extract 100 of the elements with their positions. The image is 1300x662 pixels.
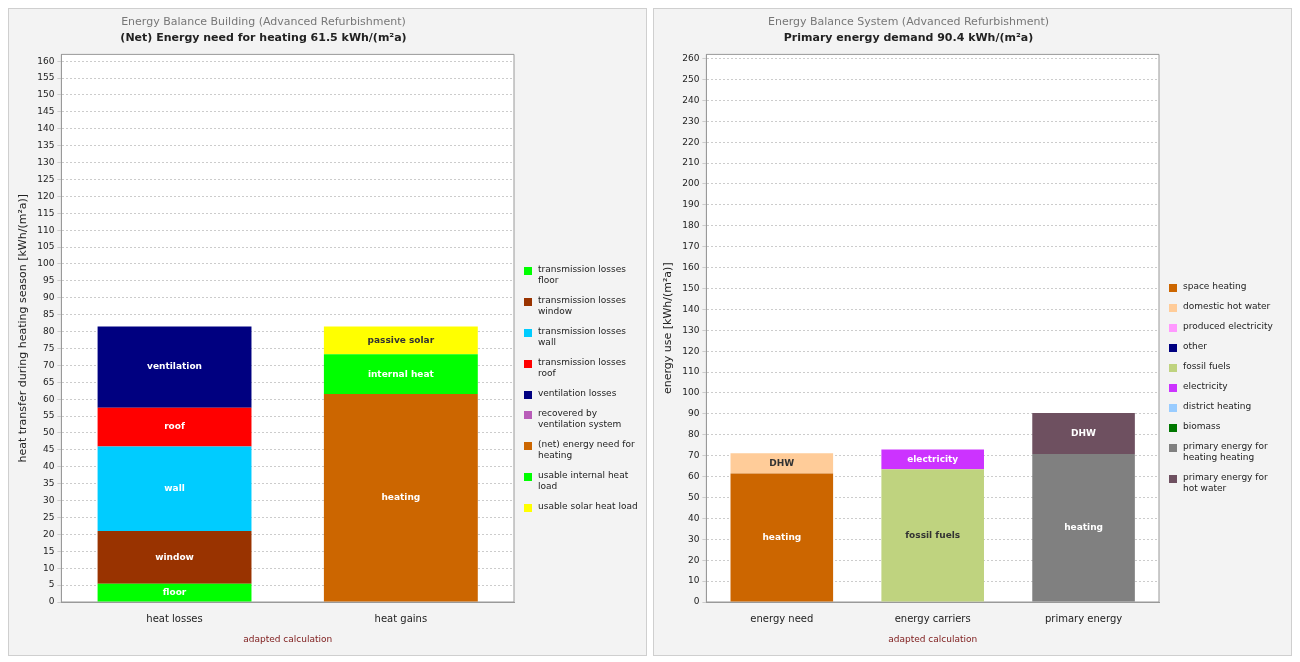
- y-tick-label: 90: [687, 408, 700, 419]
- y-tick-label: 130: [682, 324, 700, 335]
- legend-label: produced electricity: [1183, 321, 1273, 332]
- y-tick-label: 35: [42, 478, 55, 489]
- y-tick-label: 65: [42, 376, 55, 387]
- y-tick-label: 0: [693, 596, 700, 607]
- y-tick-label: 180: [682, 220, 700, 231]
- y-tick-label: 80: [42, 325, 55, 336]
- legend-label: transmission losses floor: [538, 263, 627, 286]
- y-tick-label: 135: [37, 140, 55, 151]
- legend-label: transmission losses window: [538, 294, 627, 317]
- legend-label: primary energy for hot water: [1183, 472, 1269, 494]
- y-tick-label: 120: [682, 345, 700, 356]
- y-tick-label: 105: [37, 241, 55, 252]
- y-tick-label: 200: [682, 178, 700, 189]
- data-label: floor: [162, 586, 187, 597]
- data-label: wall: [164, 483, 185, 494]
- legend-label: electricity: [1183, 381, 1228, 392]
- chart-title: Energy Balance Building (Advanced Refurbishment): [121, 15, 406, 29]
- y-tick-label: 60: [42, 393, 55, 404]
- y-tick-label: 40: [42, 461, 55, 472]
- y-tick-label: 70: [42, 359, 55, 370]
- data-label: ventilation: [147, 361, 202, 372]
- y-tick-label: 250: [682, 73, 700, 84]
- y-tick-label: 120: [37, 190, 55, 201]
- chart-subtitle: (Net) Energy need for heating 61.5 kWh/(m²a): [120, 30, 407, 44]
- y-tick-label: 260: [682, 52, 700, 63]
- legend-label: (net) energy need for heating: [538, 438, 636, 461]
- data-label: heating: [381, 492, 421, 503]
- legend-label: district heating: [1183, 401, 1252, 412]
- y-tick-label: 45: [42, 444, 55, 455]
- y-tick-label: 145: [37, 106, 55, 117]
- y-tick-label: 100: [37, 258, 55, 269]
- y-tick-label: 55: [42, 410, 55, 421]
- y-tick-label: 240: [682, 94, 700, 105]
- data-label: DHW: [1071, 427, 1097, 438]
- legend-label: usable solar heat load: [538, 500, 638, 512]
- data-label: roof: [164, 421, 185, 432]
- y-tick-label: 110: [37, 224, 55, 235]
- y-tick-label: 75: [42, 342, 55, 353]
- legend-label: other: [1183, 341, 1207, 352]
- y-tick-label: 110: [682, 366, 700, 377]
- chart-subtitle: Primary energy demand 90.4 kWh/(m²a): [783, 30, 1034, 44]
- data-label: internal heat: [367, 368, 435, 379]
- y-tick-label: 10: [687, 575, 700, 586]
- legend-label: primary energy for heating heating: [1183, 441, 1269, 463]
- y-axis-title: heat transfer during heating season [kWh/(m²a)]: [16, 193, 30, 463]
- y-tick-label: 80: [687, 429, 700, 440]
- data-label: DHW: [769, 457, 795, 468]
- y-tick-label: 90: [42, 292, 55, 303]
- y-tick-label: 170: [682, 241, 700, 252]
- y-tick-label: 140: [37, 123, 55, 134]
- y-tick-label: 220: [682, 136, 700, 147]
- y-tick-label: 60: [687, 470, 700, 481]
- y-tick-label: 10: [42, 562, 55, 573]
- x-tick-label: heat losses: [146, 612, 203, 624]
- y-tick-label: 95: [42, 275, 55, 286]
- y-tick-label: 160: [682, 261, 700, 272]
- chart-title: Energy Balance System (Advanced Refurbishment): [767, 15, 1050, 29]
- legend-label: ventilation losses: [538, 387, 617, 399]
- text: adapted calculation: [888, 634, 978, 645]
- legend-label: space heating: [1183, 281, 1247, 292]
- legend-label: fossil fuels: [1183, 361, 1231, 372]
- legend-label: transmission losses roof: [538, 356, 627, 379]
- legend-label: usable internal heat load: [538, 469, 630, 492]
- y-tick-label: 15: [42, 545, 55, 556]
- x-tick-label: heat gains: [374, 612, 428, 624]
- y-tick-label: 70: [687, 450, 700, 461]
- y-tick-label: 130: [37, 156, 55, 167]
- y-tick-label: 30: [42, 494, 55, 505]
- y-tick-label: 230: [682, 115, 700, 126]
- x-tick-label: primary energy: [1044, 612, 1123, 624]
- y-tick-label: 30: [687, 533, 700, 544]
- y-tick-label: 150: [682, 282, 700, 293]
- y-tick-label: 20: [42, 528, 55, 539]
- y-tick-label: 160: [37, 55, 55, 66]
- data-label: heating: [1064, 522, 1103, 533]
- y-axis-title: energy use [kWh/(m²a)]: [661, 262, 675, 395]
- y-tick-label: 100: [682, 387, 700, 398]
- data-label: fossil fuels: [905, 529, 961, 540]
- y-tick-label: 85: [42, 309, 55, 320]
- legend-label: transmission losses wall: [538, 325, 627, 348]
- legend-label: biomass: [1183, 421, 1221, 432]
- y-tick-label: 25: [42, 511, 55, 522]
- x-tick-label: energy need: [750, 612, 814, 624]
- y-tick-label: 50: [687, 491, 700, 502]
- x-tick-label: energy carriers: [894, 612, 971, 624]
- data-label: window: [155, 551, 194, 562]
- y-tick-label: 155: [37, 72, 55, 83]
- y-tick-label: 50: [42, 427, 55, 438]
- data-label: heating: [762, 531, 802, 542]
- y-tick-label: 150: [37, 89, 55, 100]
- y-tick-label: 5: [48, 579, 55, 590]
- data-label: electricity: [907, 453, 959, 464]
- text: adapted calculation: [243, 634, 333, 645]
- y-tick-label: 115: [37, 207, 55, 218]
- y-tick-label: 210: [682, 157, 700, 168]
- y-tick-label: 20: [687, 554, 700, 565]
- legend-label: recovered by ventilation system: [538, 407, 623, 430]
- legend-label: domestic hot water: [1183, 301, 1271, 312]
